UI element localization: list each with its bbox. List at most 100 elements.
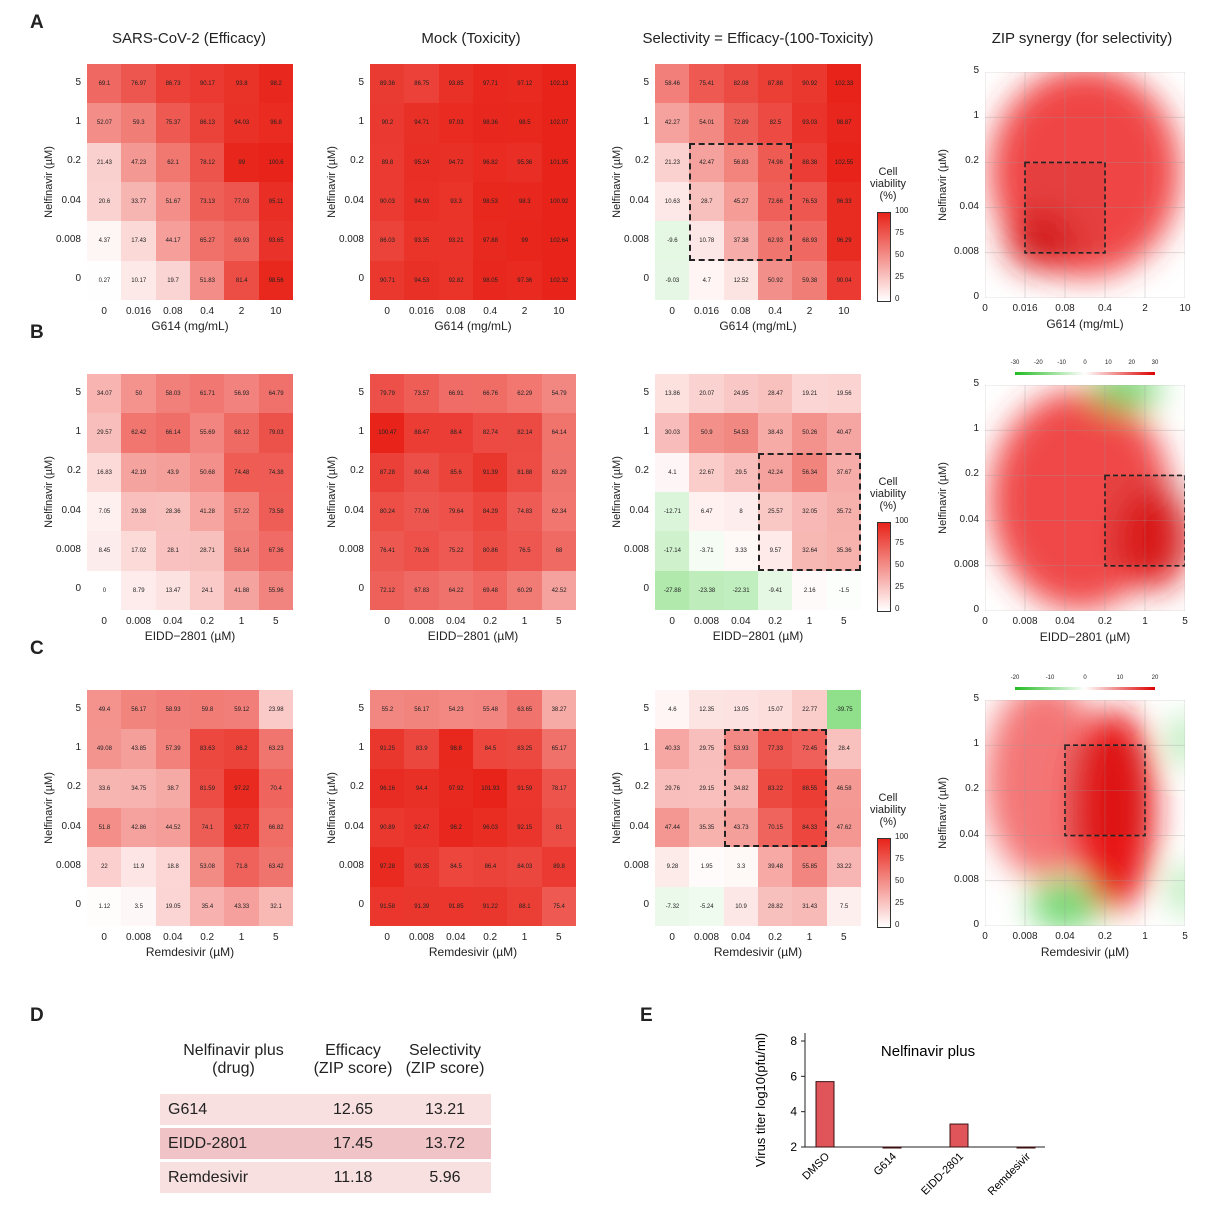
heatmap-cell: 102.64 [541,221,577,262]
zip-legend-tick: -30 [1010,360,1020,366]
heatmap-cell: 94.03 [224,103,260,144]
heatmap-cell: 90.2 [370,103,405,144]
heatmap-cell: 77.06 [404,492,440,532]
heatmap-cell: 56.17 [121,690,157,730]
heatmap-cell: 91.85 [438,886,474,927]
highlight-box [689,142,793,261]
heatmap-cell: 98.05 [473,260,508,301]
heatmap-cell: 3.3 [723,847,759,888]
x-tick-label: 0.04 [446,932,466,943]
heatmap-cell: 65.17 [541,729,577,770]
synergy-region [1005,212,1075,272]
heatmap-cell: 38.7 [155,768,191,809]
x-tick-label: 0 [669,616,675,627]
synergy-region [1090,385,1160,410]
heatmap-cell: 28.1 [155,531,191,572]
panel-letter-a: A [30,12,44,33]
heatmap-cell: 72.89 [723,103,759,144]
heatmap-cell: -39.75 [826,690,862,730]
heatmap-cell: 31.43 [792,886,828,927]
heatmap-cell: 52.07 [87,103,122,144]
heatmap-cell: 49.08 [87,729,122,770]
heatmap-cell: 54.23 [438,690,474,730]
zip-x-axis-label: Remdesivir (µM) [1040,945,1130,959]
bar-eidd-2801 [949,1123,969,1148]
heatmap-cell: 96.03 [473,808,508,848]
heatmap-cell: 40.47 [826,413,862,454]
table-cell: G614 [168,1100,208,1118]
heatmap-cell: 94.93 [404,182,440,222]
x-tick-label: 0 [669,932,675,943]
heatmap-cell: 42.27 [655,103,690,144]
zip-legend-tick: 0 [1083,360,1087,366]
heatmap-cell: 73.58 [258,492,294,532]
heatmap-cell: 68.93 [792,221,828,262]
zip-x-tick-label: 1 [1142,616,1148,627]
heatmap-cell: 28.82 [758,886,793,927]
zip-legend-tick: 20 [1128,360,1135,366]
y-tick-label: 0.04 [61,504,81,516]
heatmap-cell: 91.58 [370,886,405,927]
y-tick-label: 0.2 [635,781,649,793]
zip-score-table: Nelfinavir plus (drug) Efficacy (ZIP sco… [160,1038,491,1196]
heatmap-cell: 97.71 [473,64,508,104]
heatmap-cell: 90.92 [792,64,828,104]
heatmap-cell: 17.02 [121,531,157,572]
heatmap-cell: 34.07 [87,374,122,414]
x-tick-label: 0.4 [768,306,783,317]
y-tick-label: 0 [358,583,364,595]
heatmap-cell: 76.97 [121,64,157,104]
zip-x-tick-label: 2 [1142,303,1148,314]
heatmap-cell: 10.63 [655,182,690,222]
heatmap-cell: 94.71 [404,103,440,144]
zip-y-tick-label: 0.04 [959,513,979,525]
heatmap-cell: 15.07 [758,690,793,730]
y-tick-label: 0 [643,899,649,911]
heatmap-cell: 42.19 [121,452,157,493]
y-tick-label: 6 [790,1069,797,1083]
y-tick-label: 1 [358,426,364,437]
heatmap-cell: 10.17 [121,260,157,301]
colorbar-tick: 50 [895,250,904,259]
y-tick-label: 0.04 [629,194,649,206]
zip-x-tick-label: 0.2 [1098,616,1112,627]
y-tick-label: 5 [75,386,81,398]
heatmap-cell: 72.66 [758,182,793,222]
zip-x-axis-label: EIDD−2801 (µM) [1039,630,1131,644]
y-tick-label: 0.008 [338,860,364,871]
heatmap-cell: -3.71 [689,531,725,572]
heatmap-cell: 66.14 [155,413,191,454]
zip-x-tick-label: 0.016 [1012,303,1038,314]
x-tick-label: 0.4 [483,306,498,317]
y-tick-label: 0.008 [338,234,364,245]
heatmap-cell: 33.77 [121,182,157,222]
heatmap-cell: 96.16 [370,768,405,809]
heatmap-cell: 90.35 [404,847,440,888]
heatmap-cell: 66.76 [473,374,508,414]
heatmap-cell: 3.5 [121,886,157,927]
heatmap-cell: 58.46 [655,64,690,104]
heatmap-cell: 67.83 [404,570,440,611]
heatmap-cell: 97.12 [507,64,543,104]
heatmap-cell: 39.48 [758,847,793,888]
heatmap-cell: 38.27 [541,690,577,730]
heatmap-cell: 93.21 [438,221,474,262]
heatmap-cell: 55.2 [370,690,405,730]
heatmap-cell: 102.07 [541,103,577,144]
zip-x-tick-label: 10 [1179,303,1191,314]
heatmap-cell: 98.87 [826,103,862,144]
heatmap-cell: 76.41 [370,531,405,572]
heatmap-cell: 78.12 [190,142,225,183]
heatmap-cell: 19.05 [155,886,191,927]
heatmap-cell: 97.22 [224,768,260,809]
heatmap-cell: 58.14 [224,531,260,572]
heatmap-cell: 101.95 [541,142,577,183]
heatmap-cell: 84.5 [438,847,474,888]
heatmap-cell: 88.55 [792,768,828,809]
heatmap-cell: 62.42 [121,413,157,454]
heatmap-cell: 35.35 [689,808,725,848]
y-tick-label: 0 [75,583,81,595]
colorbar [877,838,891,928]
heatmap-cell: 28.4 [826,729,862,770]
heatmap-cell: 67.36 [258,531,294,572]
